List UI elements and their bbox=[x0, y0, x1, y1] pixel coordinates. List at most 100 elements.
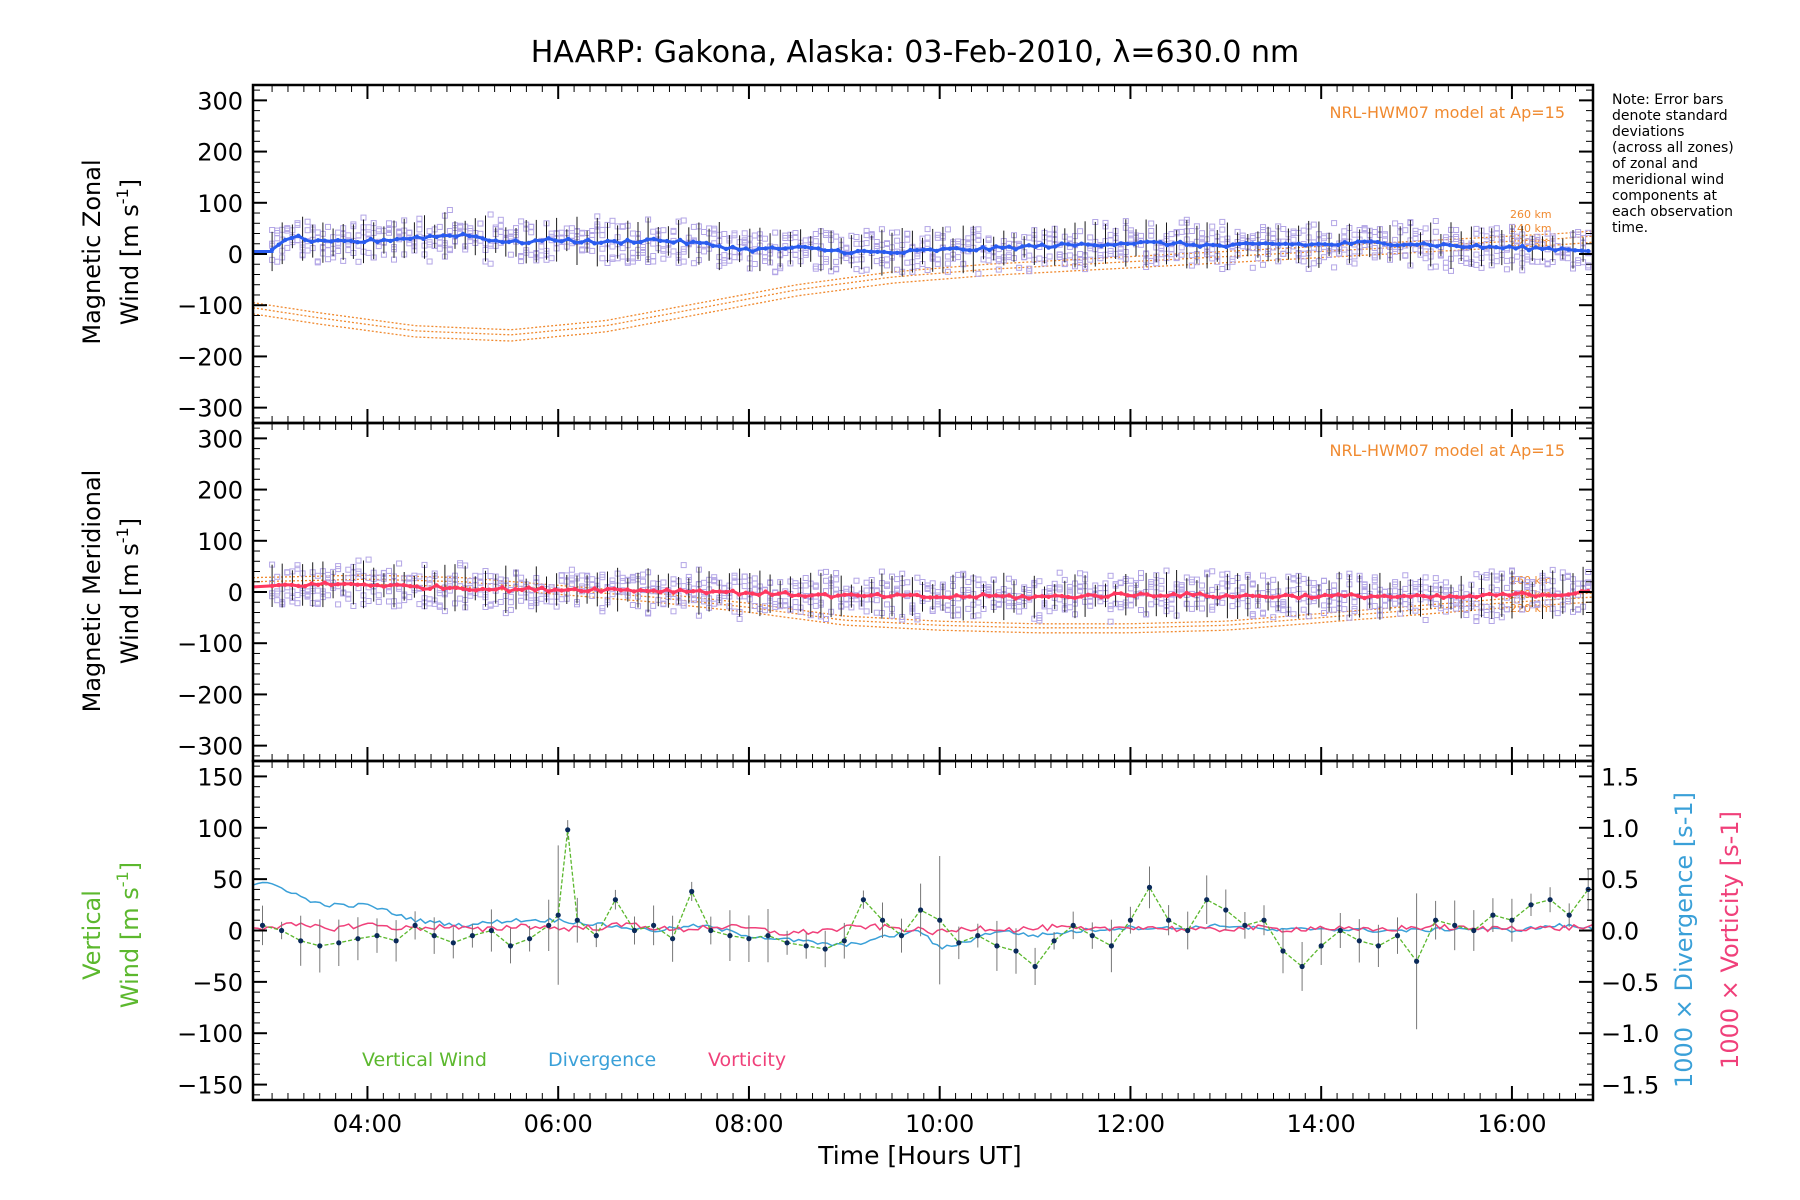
zone-wind-point bbox=[863, 608, 870, 615]
zonal-wind-point bbox=[1224, 244, 1229, 250]
meridional-wind-point bbox=[394, 582, 400, 587]
meridional-wind-point bbox=[868, 593, 874, 598]
zone-wind-point bbox=[741, 238, 748, 245]
zonal-wind-point bbox=[1309, 242, 1315, 247]
meridional-ylabel: Magnetic Meridional Wind [m s-1] bbox=[78, 470, 144, 713]
zone-wind-point bbox=[335, 601, 342, 608]
ylabel-superscript: -1 bbox=[113, 188, 132, 204]
meridional-wind-point bbox=[697, 588, 702, 593]
zone-wind-point bbox=[1493, 587, 1500, 594]
zone-wind-point bbox=[1351, 231, 1358, 238]
zone-wind-point bbox=[477, 579, 484, 586]
y2label-vorticity: 1000 × Vorticity [s-1] bbox=[1716, 811, 1744, 1069]
zone-wind-point bbox=[1422, 617, 1429, 623]
vertical-wind-point bbox=[631, 927, 638, 934]
zone-wind-point bbox=[660, 579, 667, 586]
meridional-wind-point bbox=[1237, 594, 1242, 599]
zone-wind-point bbox=[294, 565, 301, 572]
divergence-line bbox=[253, 881, 1593, 950]
vertical-wind-point bbox=[488, 927, 494, 934]
zone-wind-point bbox=[1249, 580, 1256, 587]
meridional-wind-point bbox=[355, 582, 360, 587]
zone-wind-point bbox=[1209, 606, 1216, 613]
zone-wind-point bbox=[1422, 225, 1429, 232]
meridional-wind-point bbox=[770, 592, 775, 597]
y2-tick-label: 0.0 bbox=[1601, 918, 1639, 946]
zone-wind-point bbox=[975, 226, 982, 233]
meridional-wind-point bbox=[1566, 592, 1571, 597]
zone-wind-point bbox=[955, 606, 962, 613]
zone-wind-point bbox=[477, 220, 484, 227]
zone-wind-point bbox=[1066, 583, 1073, 590]
meridional-wind-point bbox=[1454, 594, 1459, 600]
zone-wind-point bbox=[1341, 606, 1348, 613]
vertical-wind-point bbox=[1509, 917, 1515, 923]
zonal-wind-point bbox=[684, 241, 689, 247]
vertical-wind-point bbox=[956, 940, 962, 946]
zone-wind-point bbox=[599, 571, 606, 578]
zone-wind-point bbox=[325, 592, 331, 599]
meridional-wind-point bbox=[908, 592, 913, 598]
vertical-wind-line bbox=[262, 829, 1589, 968]
zonal-wind-point bbox=[1480, 245, 1486, 251]
zone-wind-point bbox=[965, 239, 972, 246]
meridional-wind-point bbox=[1513, 591, 1519, 596]
zone-wind-point bbox=[1066, 236, 1073, 243]
meridional-wind-point bbox=[960, 594, 966, 600]
zonal-wind-point bbox=[1461, 245, 1466, 250]
ylabel-bracket: ] bbox=[116, 862, 144, 871]
meridional-wind-point bbox=[1533, 594, 1538, 599]
zone-wind-point bbox=[884, 581, 890, 588]
y2-tick-label: −1.5 bbox=[1601, 1072, 1659, 1100]
zone-wind-point bbox=[1351, 606, 1358, 612]
zone-wind-point bbox=[1087, 234, 1094, 241]
y2label-divergence: 1000 × Divergence [s-1] bbox=[1670, 792, 1698, 1088]
meridional-wind-point bbox=[875, 591, 880, 597]
y-tick-label: 100 bbox=[197, 190, 243, 218]
meridional-wind-point bbox=[381, 584, 387, 589]
zone-wind-point bbox=[1300, 258, 1307, 265]
meridional-wind-point bbox=[1224, 593, 1229, 598]
zonal-wind-point bbox=[934, 248, 939, 254]
meridional-wind-point bbox=[730, 588, 735, 593]
y-tick-label: 300 bbox=[197, 87, 243, 115]
vertical-wind-point bbox=[937, 917, 943, 923]
model-curve-240km bbox=[253, 578, 1593, 629]
zonal-wind-point bbox=[1553, 248, 1558, 253]
zonal-wind-point bbox=[289, 235, 294, 241]
zone-wind-point bbox=[1077, 587, 1084, 594]
vertical-wind-point bbox=[469, 933, 475, 939]
zone-wind-point bbox=[975, 236, 982, 243]
meridional-wind-point bbox=[1349, 592, 1354, 597]
zone-wind-point bbox=[335, 563, 342, 570]
vertical-wind-point bbox=[1337, 927, 1343, 934]
model-label: NRL-HWM07 model at Ap=15 bbox=[1329, 103, 1565, 122]
zonal-wind-point bbox=[737, 247, 742, 252]
zone-wind-point bbox=[1382, 231, 1388, 238]
ylabel-bracket: ] bbox=[116, 179, 144, 188]
zone-wind-point bbox=[1585, 583, 1592, 590]
zone-wind-point bbox=[944, 268, 951, 275]
zone-wind-point bbox=[1158, 577, 1165, 584]
zone-wind-point bbox=[975, 232, 982, 239]
zone-wind-point bbox=[1544, 599, 1551, 606]
zonal-wind-point bbox=[315, 238, 321, 243]
zonal-wind-point bbox=[1336, 242, 1341, 248]
meridional-wind-point bbox=[842, 592, 847, 597]
meridional-wind-point bbox=[638, 588, 643, 593]
zone-wind-point bbox=[1199, 605, 1205, 612]
meridional-wind-point bbox=[816, 592, 821, 597]
zone-wind-point bbox=[1188, 262, 1195, 269]
zone-wind-point bbox=[1534, 233, 1541, 240]
meridional-wind-point bbox=[598, 589, 604, 594]
zonal-wind-point bbox=[631, 240, 637, 245]
zonal-wind-point bbox=[467, 233, 472, 239]
note-line: each observation bbox=[1612, 204, 1733, 220]
zone-wind-point bbox=[1280, 251, 1287, 257]
zone-wind-point bbox=[924, 267, 931, 273]
zone-wind-point bbox=[406, 594, 413, 601]
meridional-wind-point bbox=[526, 585, 531, 590]
meridional-wind-point bbox=[658, 590, 663, 595]
zonal-wind-point bbox=[309, 239, 314, 244]
